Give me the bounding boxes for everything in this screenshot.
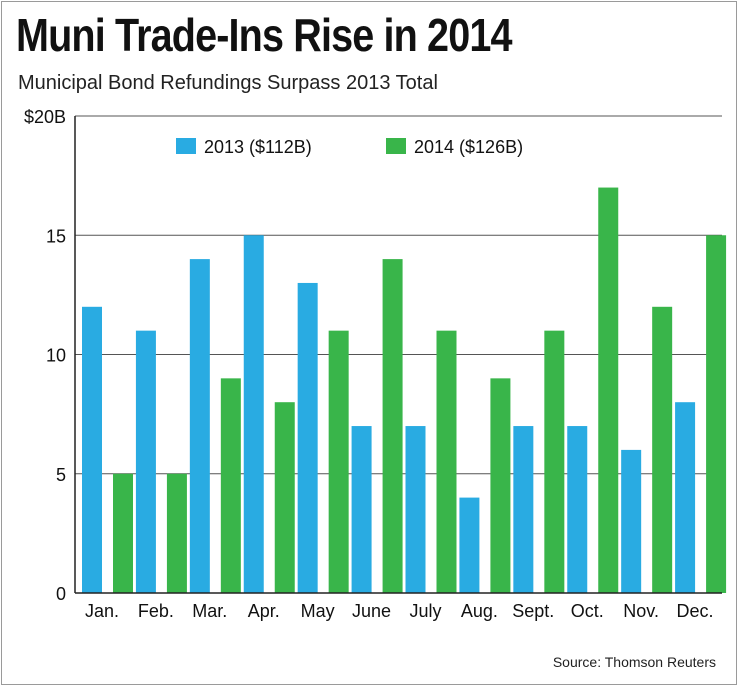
legend-swatch-2014 (386, 138, 406, 154)
x-tick-label-may: May (301, 601, 335, 621)
bar-2014-oct (598, 187, 619, 594)
chart-title: Muni Trade-Ins Rise in 2014 (16, 9, 512, 61)
x-tick-label-mar: Mar. (192, 601, 227, 621)
bar-2014-dec (706, 235, 727, 593)
y-tick-label-10: 10 (46, 346, 66, 366)
x-tick-label-sept: Sept. (512, 601, 554, 621)
y-tick-label-5: 5 (56, 465, 66, 485)
bar-2014-july (436, 330, 457, 593)
bar-2014-sept (544, 330, 565, 593)
bar-2013-aug (459, 497, 480, 593)
x-tick-label-nov: Nov. (623, 601, 659, 621)
bar-2014-june (382, 259, 403, 593)
bar-2014-nov (652, 306, 673, 593)
bar-2013-jan (82, 306, 102, 593)
bar-2014-feb (166, 473, 187, 593)
bar-2013-oct (567, 426, 588, 593)
bar-2013-apr (243, 235, 264, 593)
bar-2013-july (405, 426, 426, 593)
bar-2014-mar (220, 378, 241, 593)
x-tick-label-aug: Aug. (461, 601, 498, 621)
chart-subtitle: Municipal Bond Refundings Surpass 2013 T… (18, 72, 438, 94)
bar-2013-feb (135, 330, 156, 593)
x-tick-label-apr: Apr. (248, 601, 280, 621)
legend-label-2013: 2013 ($112B) (204, 137, 312, 157)
y-tick-label-0: 0 (56, 584, 66, 604)
y-tick-label-15: 15 (46, 226, 66, 246)
x-tick-label-oct: Oct. (571, 601, 604, 621)
legend: 2013 ($112B) 2014 ($126B) (176, 137, 523, 157)
bar-2014-may (328, 330, 349, 593)
bar-2013-sept (513, 426, 534, 593)
bar-2014-apr (274, 402, 295, 593)
bar-2013-dec (675, 402, 696, 593)
x-tick-label-july: July (409, 601, 441, 621)
y-tick-label-20: $20B (24, 107, 66, 127)
bar-2014-jan (113, 473, 133, 593)
bar-2013-mar (189, 259, 210, 593)
x-tick-label-dec: Dec. (677, 601, 714, 621)
legend-swatch-2013 (176, 138, 196, 154)
x-tick-label-june: June (352, 601, 391, 621)
axes: 0 5 10 15 $20B Jan. Feb. Mar. Apr. May June July Aug… (24, 107, 722, 621)
x-tick-label-jan: Jan. (85, 601, 119, 621)
bars (82, 187, 727, 594)
source-note: Source: Thomson Reuters (552, 654, 716, 670)
bar-2014-aug (490, 378, 511, 593)
bar-2013-nov (621, 449, 642, 593)
bar-2013-may (297, 282, 318, 593)
x-tick-label-feb: Feb. (138, 601, 174, 621)
bar-2013-june (351, 426, 372, 593)
legend-label-2014: 2014 ($126B) (414, 137, 523, 157)
